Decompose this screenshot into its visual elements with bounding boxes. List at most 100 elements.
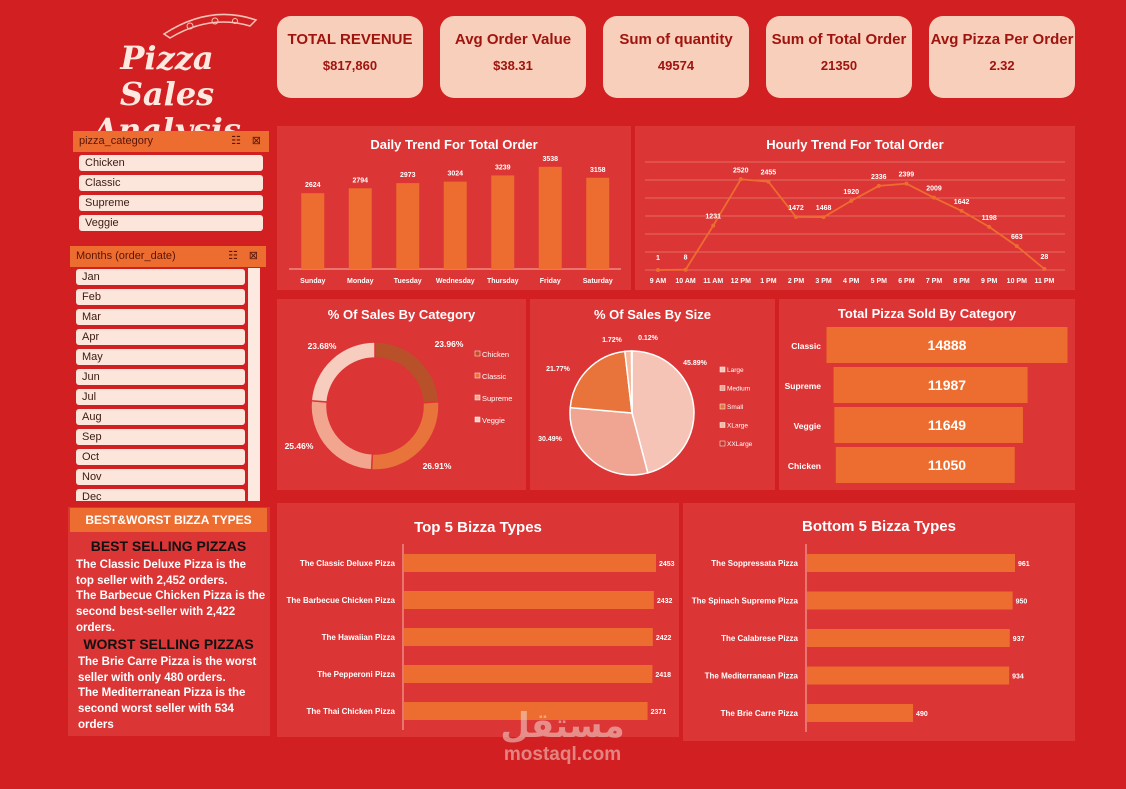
data-label: 1468 (816, 205, 832, 212)
data-label: 11649 (928, 417, 966, 433)
bar-chicken (835, 447, 1015, 483)
kpi-label: TOTAL REVENUE (287, 31, 413, 48)
category-label: Supreme (785, 381, 822, 391)
watermark: مستقل mostaql.com (480, 708, 645, 766)
data-label: 1920 (843, 189, 859, 196)
data-label: 1.72% (602, 337, 623, 344)
category-label: The Classic Deluxe Pizza (300, 559, 396, 568)
kpi-value: 21350 (820, 58, 858, 73)
bar-wednesday (443, 181, 467, 269)
legend-label: Large (727, 367, 744, 374)
bar-saturday (586, 177, 610, 269)
slicer-month-item-oct[interactable]: Oct (76, 449, 245, 465)
slicer-month-item-apr[interactable]: Apr (76, 329, 245, 345)
clear-filter-icon[interactable]: ⊠ (251, 135, 261, 147)
slicer-month-item-aug[interactable]: Aug (76, 409, 245, 425)
data-label: 2432 (657, 598, 673, 605)
hourly-trend-title: Hourly Trend For Total Order (766, 137, 944, 152)
size-pct-title: % Of Sales By Size (593, 307, 712, 322)
data-label: 2399 (899, 172, 915, 179)
slicer-month-item-may[interactable]: May (76, 349, 245, 365)
hourly-trend-panel: Hourly Trend For Total Order 1 9 AM 8 10 AM… (635, 126, 1075, 290)
legend-swatch (719, 440, 726, 447)
legend-swatch (474, 416, 481, 423)
slicer-month-item-mar[interactable]: Mar (76, 309, 245, 325)
bar-thursday (491, 175, 515, 269)
tick-label: 4 PM (843, 278, 860, 285)
size-pct-panel: % Of Sales By Size 45.89% 30.49% 21.77% 1.7… (530, 299, 775, 490)
tick-label: Friday (540, 278, 561, 285)
category-label: The Thai Chicken Pizza (307, 707, 396, 716)
data-label: 45.89% (683, 360, 708, 367)
slicer-month-item-feb[interactable]: Feb (76, 289, 245, 305)
data-label: 0.12% (638, 335, 659, 342)
slicer-month-item-nov[interactable]: Nov (76, 469, 245, 485)
clear-filter-icon[interactable]: ⊠ (248, 250, 258, 262)
slicer-category-item-chicken[interactable]: Chicken (79, 155, 263, 171)
kpi-avg-order-value: Avg Order Value $38.31 (440, 16, 586, 98)
best-title: BEST SELLING PIZZAS (90, 538, 247, 554)
slicer-month-item-sep[interactable]: Sep (76, 429, 245, 445)
tick-label: Thursday (487, 278, 519, 285)
bar-3 (404, 665, 653, 683)
bar-3 (807, 666, 1010, 685)
bar-friday (538, 166, 562, 269)
data-label: 2422 (656, 635, 672, 642)
category-label: The Brie Carre Pizza (721, 709, 799, 718)
data-label: 14888 (928, 337, 967, 353)
sold-by-category-chart: 14888 Classic 11987 Supreme 11649 Veggie 11050… (785, 327, 1068, 483)
data-label: 1472 (788, 205, 804, 212)
multi-select-icon[interactable]: ☷ (231, 135, 241, 147)
point-4-pm (849, 198, 854, 203)
tick-label: Saturday (583, 278, 613, 285)
slicer-category-item-classic[interactable]: Classic (79, 175, 263, 191)
category-label: The Calabrese Pizza (721, 634, 798, 643)
slicer-month-item-jun[interactable]: Jun (76, 369, 245, 385)
data-label: 25.46% (285, 441, 314, 451)
legend-label: Classic (482, 372, 506, 381)
data-label: 2520 (733, 167, 749, 174)
slicer-category-item-supreme[interactable]: Supreme (79, 195, 263, 211)
data-label: 21.77% (546, 366, 571, 373)
slicer-category-label: pizza_category (79, 135, 153, 147)
category-pct-panel: % Of Sales By Category 23.96% 26.91% 25.46… (277, 299, 526, 490)
slicer-month-item-jan[interactable]: Jan (76, 269, 245, 285)
data-label: 2336 (871, 174, 887, 181)
kpi-label: Avg Order Value (454, 31, 572, 48)
slicer-month-item-jul[interactable]: Jul (76, 389, 245, 405)
daily-trend-title: Daily Trend For Total Order (370, 137, 538, 152)
best-insight-1: The Classic Deluxe Pizza is the top sell… (76, 559, 247, 587)
tick-label: 12 PM (731, 278, 751, 285)
kpi-total-revenue: TOTAL REVENUE $817,860 (277, 16, 423, 98)
bar-1 (807, 591, 1013, 610)
data-label: 490 (916, 711, 928, 718)
legend-label: XXLarge (727, 441, 753, 448)
category-label: The Spinach Supreme Pizza (692, 597, 799, 606)
kpi-value: $38.31 (493, 58, 533, 73)
slicer-month-item-dec[interactable]: Dec (76, 489, 245, 501)
category-label: The Hawaiian Pizza (322, 633, 396, 642)
point-3-pm (821, 215, 826, 220)
category-label: Veggie (794, 421, 822, 431)
worst-insight-2: The Mediterranean Pizza is the second wo… (78, 687, 246, 731)
multi-select-icon[interactable]: ☷ (228, 250, 238, 262)
bar-tuesday (396, 183, 420, 269)
slicer-category-item-veggie[interactable]: Veggie (79, 215, 263, 231)
bar-classic (826, 327, 1068, 363)
kpi-sum-quantity: Sum of quantity 49574 (603, 16, 749, 98)
data-label: 3158 (590, 167, 606, 174)
point-2-pm (794, 215, 798, 220)
point-12-pm (738, 177, 743, 182)
point-11-am (711, 223, 716, 228)
kpi-label: Sum of Total Order (771, 31, 907, 48)
data-label: 23.68% (308, 341, 337, 351)
top5-title: Top 5 Bizza Types (414, 519, 542, 536)
bottom5-title: Bottom 5 Bizza Types (802, 518, 956, 535)
slicer-months-scrollbar[interactable] (248, 268, 260, 501)
data-label: 3024 (447, 171, 463, 178)
kpi-sum-total-order: Sum of Total Order 21350 (766, 16, 912, 98)
point-9-pm (987, 224, 992, 229)
tick-label: 6 PM (898, 278, 915, 285)
bar-monday (348, 188, 372, 269)
bottom5-chart: 961 The Soppressata Pizza 950 The Spinach S… (692, 544, 1030, 732)
